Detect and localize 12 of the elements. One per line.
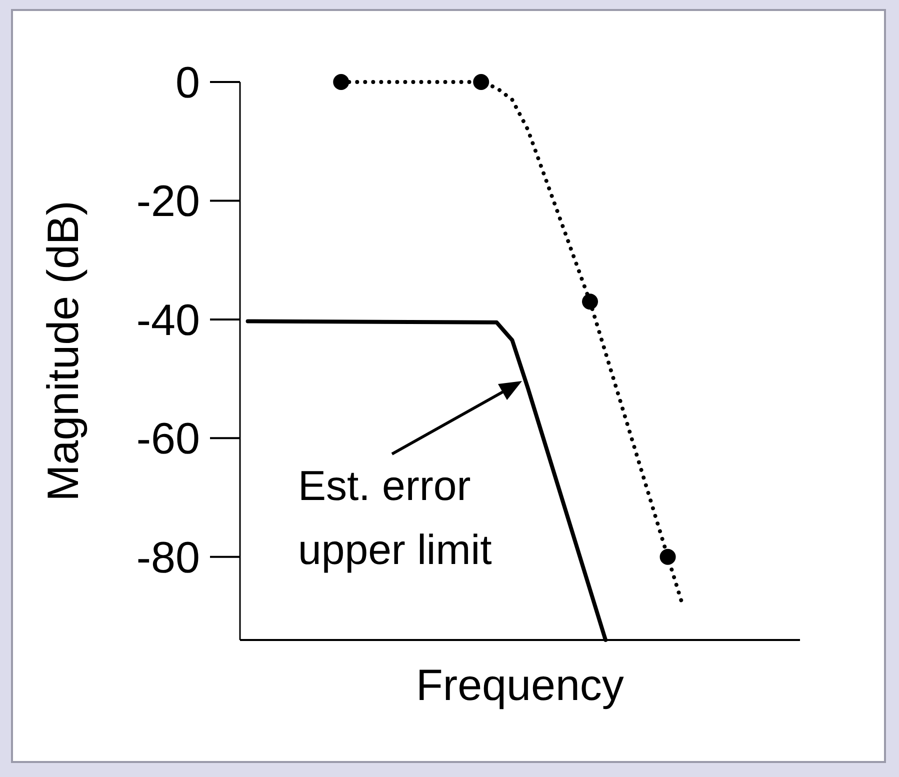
point — [333, 74, 350, 90]
y-axis-title: Magnitude (dB) — [39, 200, 88, 502]
y-tick-label: -40 — [136, 296, 200, 345]
x-axis-title: Frequency — [416, 661, 624, 710]
point — [660, 548, 676, 565]
y-tick-label: -20 — [136, 177, 200, 226]
annotation: Est. error upper limit — [298, 462, 492, 573]
point — [473, 74, 490, 90]
y-tick-label: -60 — [136, 414, 200, 464]
y-tick-label: -80 — [136, 533, 200, 582]
y-tick-label: 0 — [176, 58, 200, 108]
point — [582, 294, 598, 310]
